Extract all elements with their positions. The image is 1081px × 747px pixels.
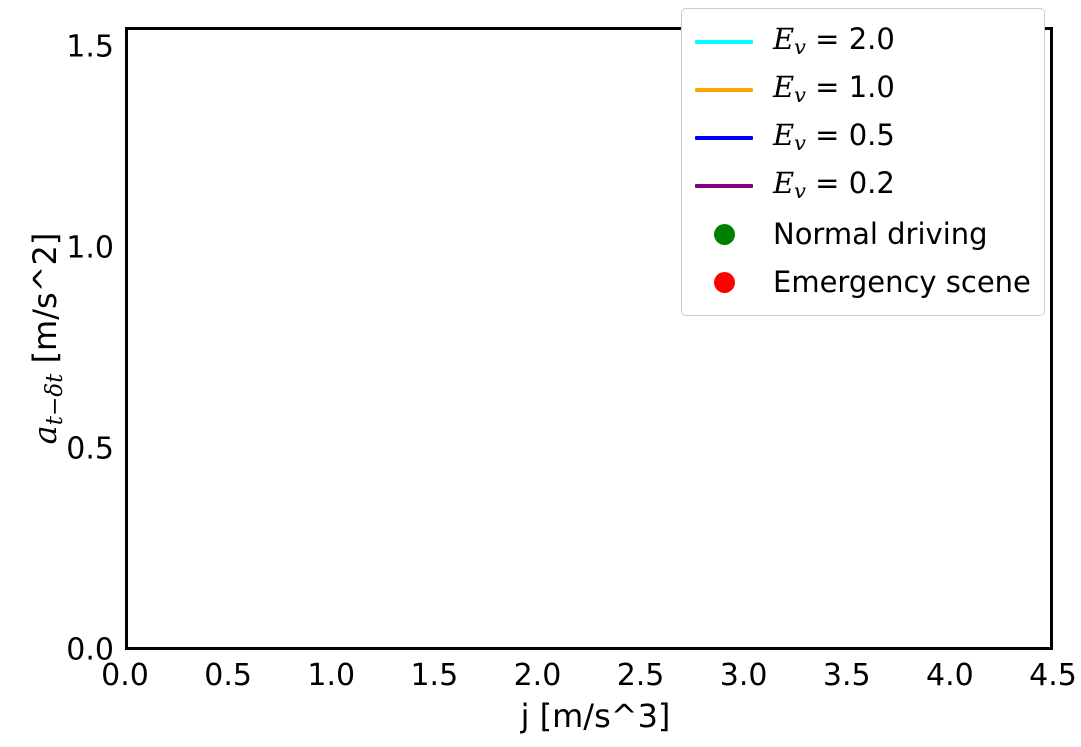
legend-value: = 0.5 (805, 118, 895, 153)
legend-value: = 0.2 (805, 166, 895, 201)
y-axis-label: at−δt [m/s^2] (22, 27, 68, 650)
legend-line-icon (695, 88, 753, 92)
y-axis-subscript: t−δt (41, 373, 68, 426)
legend-symbol: E (773, 118, 795, 153)
x-tick-label: 2.0 (513, 658, 562, 693)
legend-item-label: Normal driving (773, 216, 988, 251)
legend-symbol: E (773, 166, 795, 201)
legend-symbol: E (773, 70, 795, 105)
legend-value: = 1.0 (805, 70, 895, 105)
legend-item[interactable]: Ev = 0.5 (693, 114, 1031, 162)
legend-item-label: Ev = 0.2 (773, 169, 895, 202)
legend-subscript: v (794, 83, 806, 108)
legend-dot-icon (713, 223, 735, 245)
legend-line-icon (695, 136, 753, 140)
x-tick-label: 4.0 (926, 658, 974, 693)
y-tick-label: 0.0 (66, 632, 114, 668)
y-tick-label: 1.0 (66, 230, 114, 266)
legend-item-label: Ev = 1.0 (773, 73, 895, 106)
legend-box: Ev = 2.0 Ev = 1.0 Ev = 0.5 Ev = 0.2 Normal d… (681, 8, 1045, 316)
y-axis-symbol: a (26, 425, 64, 445)
x-axis-label: j [m/s^3] (520, 697, 671, 735)
legend-item-label: Emergency scene (773, 264, 1031, 299)
legend-subscript: v (794, 131, 806, 156)
legend-item[interactable]: Ev = 0.2 (693, 162, 1031, 210)
legend-dot-icon (713, 271, 735, 293)
legend-item-label: Ev = 0.5 (773, 121, 895, 154)
legend-dot-swatch (693, 210, 755, 258)
x-tick-label: 1.5 (410, 658, 459, 693)
legend-line-swatch (693, 66, 755, 114)
legend-value: = 2.0 (805, 22, 895, 57)
legend-line-swatch (693, 162, 755, 210)
legend-symbol: E (773, 22, 795, 57)
x-tick-label: 3.5 (822, 658, 871, 693)
legend-line-swatch (693, 114, 755, 162)
legend-line-icon (695, 184, 753, 188)
legend-subscript: v (794, 179, 806, 204)
x-tick-label: 0.5 (204, 658, 252, 693)
x-tick-label: 1.0 (307, 658, 356, 693)
y-tick-label: 1.5 (66, 29, 114, 65)
legend-subscript: v (794, 35, 806, 60)
x-tick-label: 4.5 (1029, 658, 1077, 693)
y-tick-label: 0.5 (66, 431, 114, 467)
x-tick-label: 2.5 (616, 658, 665, 693)
legend-line-swatch (693, 18, 755, 66)
legend-item[interactable]: Normal driving (693, 210, 1031, 258)
x-tick-label: 3.0 (719, 658, 768, 693)
legend-dot-swatch (693, 258, 755, 306)
legend-item-label: Ev = 2.0 (773, 25, 895, 58)
x-tick-label: 0.0 (101, 658, 149, 693)
legend-line-icon (695, 40, 753, 44)
y-axis-unit: [m/s^2] (26, 232, 64, 374)
legend-item[interactable]: Emergency scene (693, 258, 1031, 306)
legend-item[interactable]: Ev = 2.0 (693, 18, 1031, 66)
legend-item[interactable]: Ev = 1.0 (693, 66, 1031, 114)
